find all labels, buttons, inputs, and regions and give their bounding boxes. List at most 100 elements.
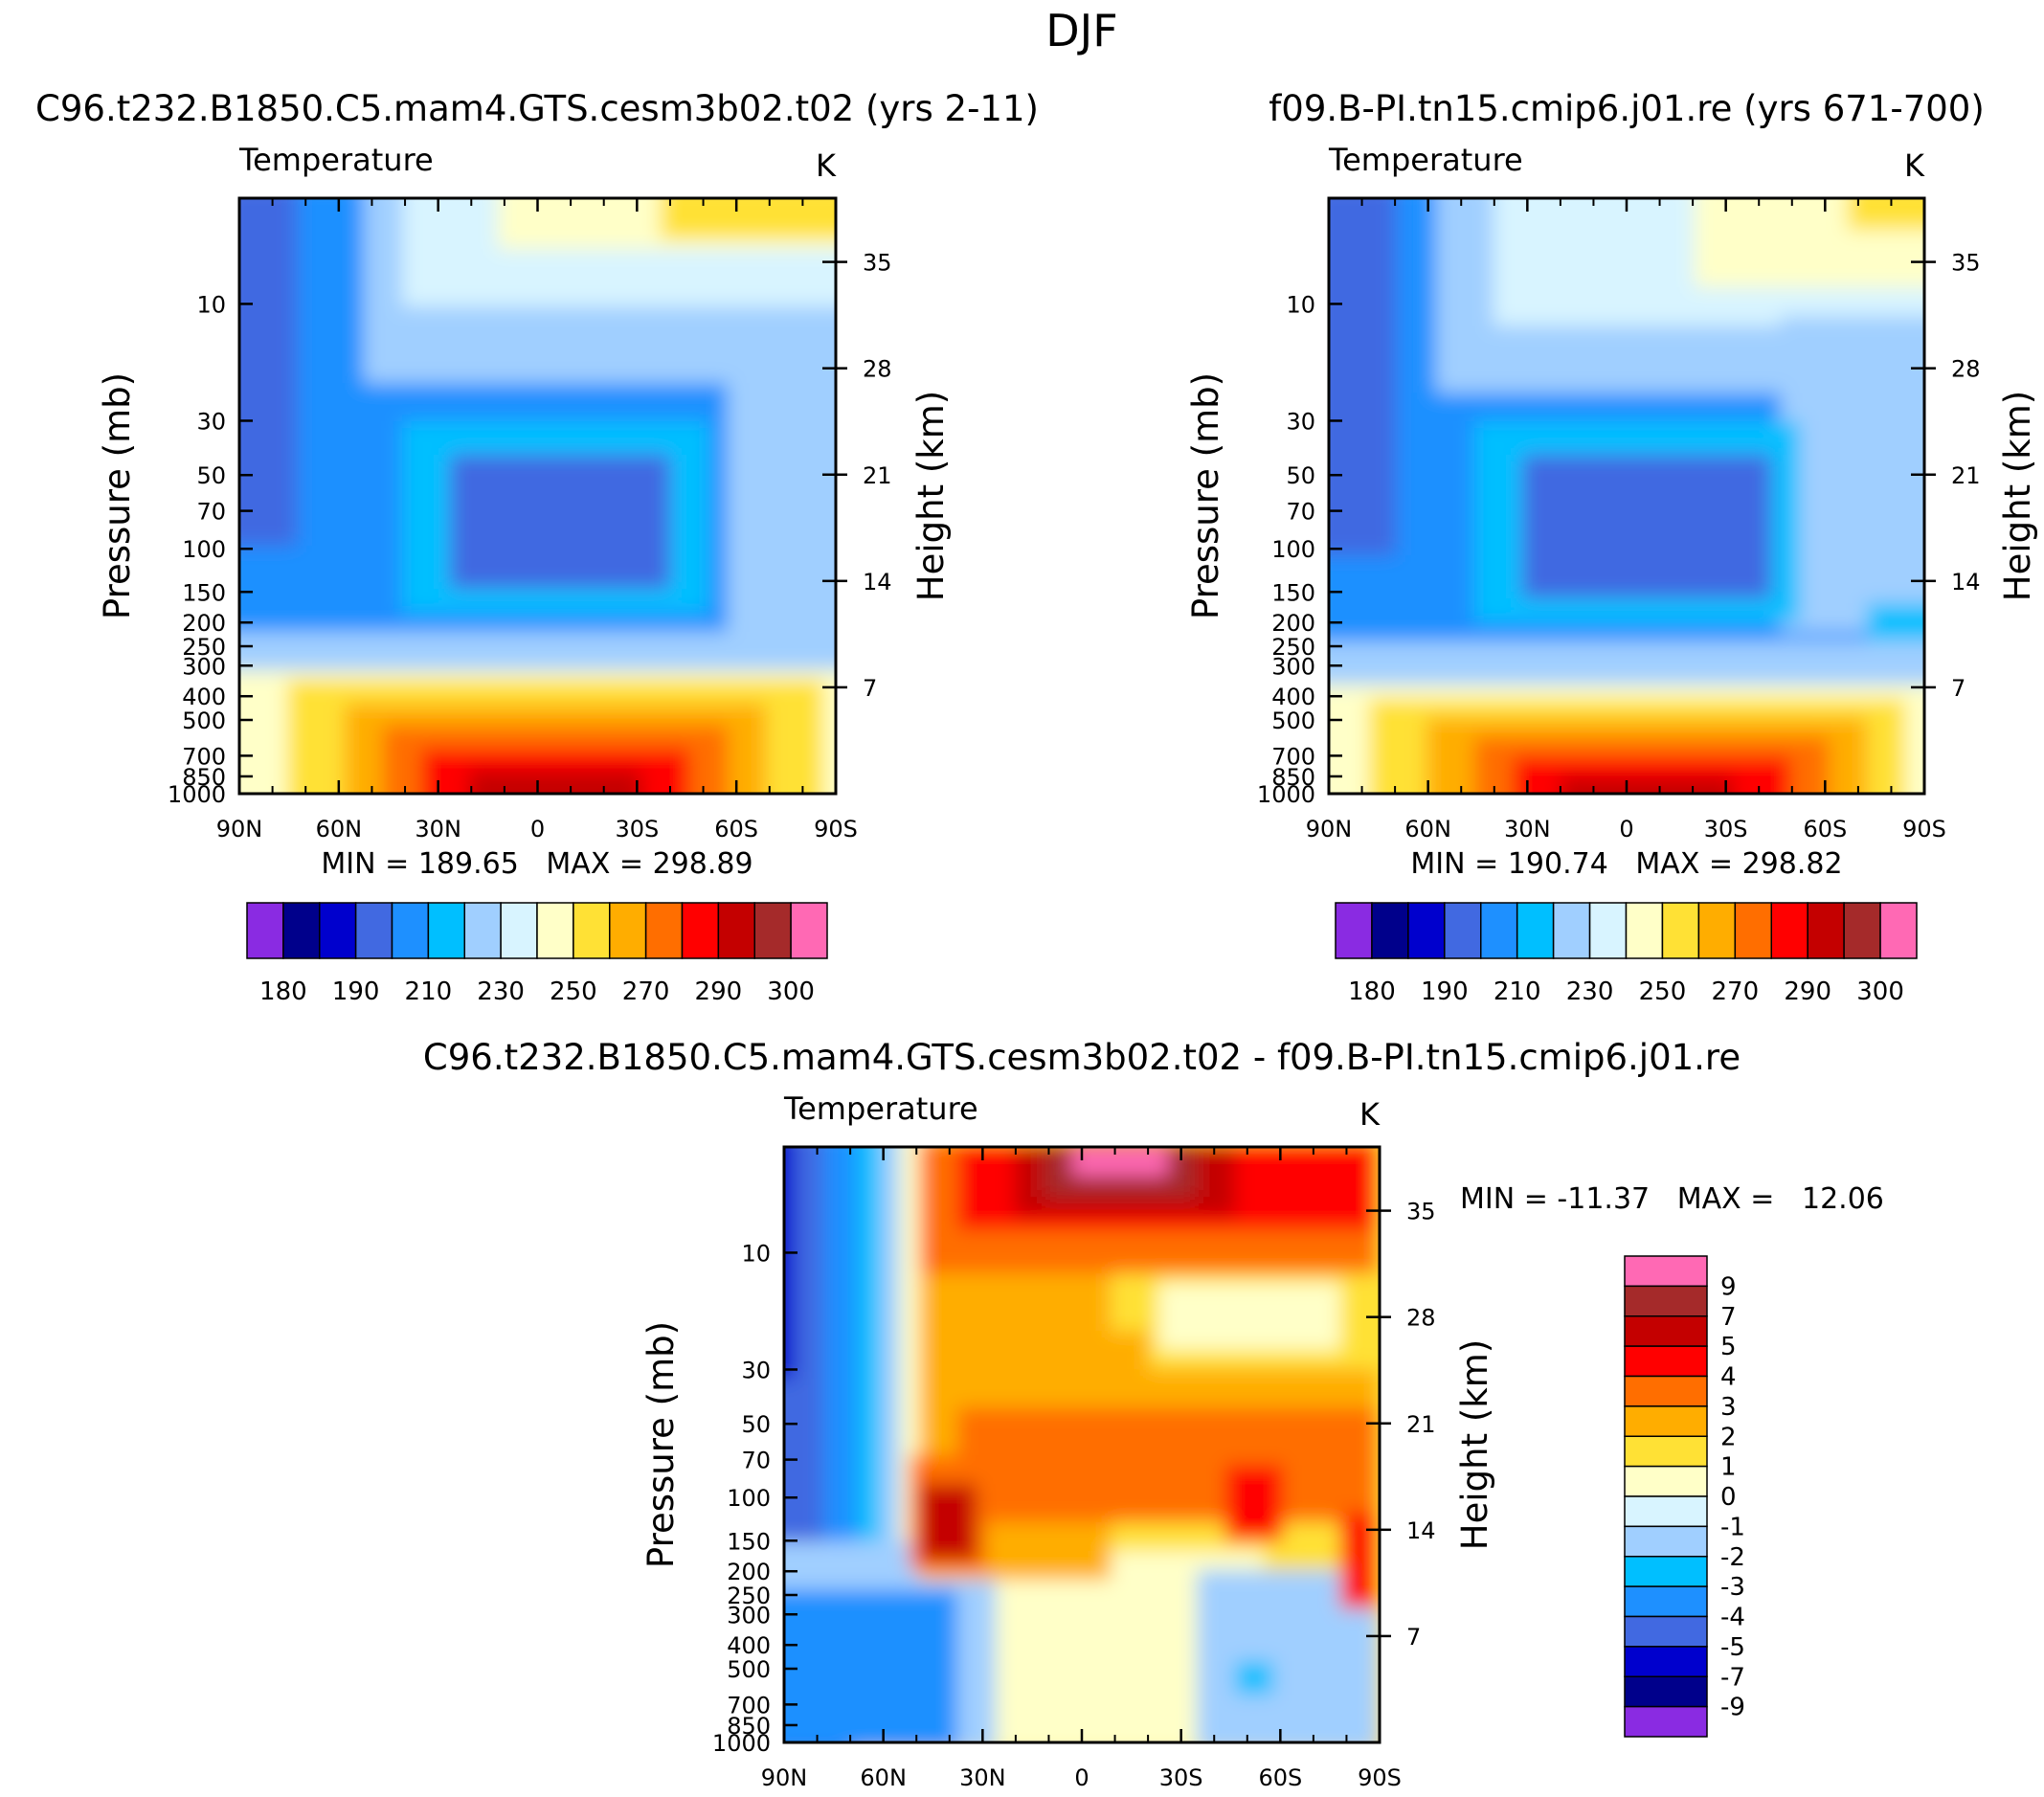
colorbar-box bbox=[1625, 1586, 1707, 1616]
colorbar-box bbox=[1771, 903, 1808, 958]
x-tick-label: 90S bbox=[1902, 816, 1946, 842]
colorbar-box bbox=[1481, 903, 1517, 958]
colorbar-label: 5 bbox=[1720, 1333, 1737, 1361]
panel-1-ylabel: Pressure (mb) bbox=[97, 372, 138, 619]
colorbar-label: -7 bbox=[1720, 1663, 1745, 1692]
y-tick-label: 10 bbox=[1286, 291, 1315, 318]
y-tick-label: 1000 bbox=[168, 781, 226, 808]
panel-2-ylabel: Pressure (mb) bbox=[1185, 372, 1226, 619]
y-tick-label: 300 bbox=[727, 1602, 771, 1629]
x-tick-label: 0 bbox=[1074, 1764, 1089, 1791]
colorbar-label: 190 bbox=[1421, 977, 1469, 1006]
y-tick-label: 30 bbox=[741, 1357, 771, 1383]
panel-3-field bbox=[766, 1130, 1403, 1762]
colorbar-box bbox=[501, 903, 537, 958]
x-tick-label: 30N bbox=[415, 816, 461, 842]
x-tick-label: 30N bbox=[1504, 816, 1551, 842]
colorbar-box bbox=[1625, 1496, 1707, 1526]
colorbar-box bbox=[1625, 1377, 1707, 1406]
colorbar-box bbox=[428, 903, 464, 958]
panel-1: C96.t232.B1850.C5.mam4.GTS.cesm3b02.t02 … bbox=[35, 88, 1039, 1006]
panel-2-units: K bbox=[1904, 147, 1925, 184]
panel-2: f09.B-PI.tn15.cmip6.j01.re (yrs 671-700)… bbox=[1185, 88, 2038, 1006]
panel-3-stats: MIN = -11.37 MAX = 12.06 bbox=[1460, 1182, 1884, 1216]
y-tick-label: 1000 bbox=[712, 1730, 771, 1757]
colorbar-label: -2 bbox=[1720, 1543, 1745, 1572]
colorbar-box bbox=[1625, 1346, 1707, 1376]
colorbar-box bbox=[1808, 903, 1844, 958]
colorbar-box bbox=[537, 903, 573, 958]
colorbar-box bbox=[1408, 903, 1445, 958]
x-tick-label: 30S bbox=[1704, 816, 1748, 842]
y-right-tick-label: 14 bbox=[1406, 1517, 1436, 1544]
x-tick-label: 90N bbox=[1306, 816, 1353, 842]
y-tick-label: 10 bbox=[741, 1240, 771, 1267]
y-tick-label: 500 bbox=[182, 708, 226, 734]
y-tick-label: 500 bbox=[727, 1656, 771, 1683]
colorbar-box bbox=[1625, 1676, 1707, 1706]
panel-3-units: K bbox=[1359, 1096, 1381, 1133]
colorbar-box bbox=[1625, 1526, 1707, 1556]
colorbar-box bbox=[610, 903, 646, 958]
y-tick-label: 300 bbox=[1271, 653, 1315, 680]
x-tick-label: 60N bbox=[316, 816, 363, 842]
panel-3-ylabel: Pressure (mb) bbox=[640, 1321, 682, 1568]
y-right-tick-label: 7 bbox=[863, 675, 877, 702]
x-tick-label: 60S bbox=[1258, 1764, 1302, 1791]
colorbar-box bbox=[1554, 903, 1590, 958]
y-right-tick-label: 21 bbox=[1406, 1411, 1436, 1438]
panel-2-title: f09.B-PI.tn15.cmip6.j01.re (yrs 671-700) bbox=[1269, 88, 1985, 129]
x-tick-label: 30S bbox=[1159, 1764, 1203, 1791]
colorbar-box bbox=[1880, 903, 1917, 958]
colorbar-label: 230 bbox=[1566, 977, 1614, 1006]
colorbar-label: -5 bbox=[1720, 1633, 1745, 1662]
y-tick-label: 150 bbox=[1271, 579, 1315, 606]
y-tick-label: 30 bbox=[1286, 408, 1315, 435]
colorbar-box bbox=[1844, 903, 1880, 958]
colorbar-box bbox=[1372, 903, 1408, 958]
y-tick-label: 50 bbox=[196, 462, 226, 489]
colorbar-label: 180 bbox=[1348, 977, 1396, 1006]
y-right-tick-label: 14 bbox=[1951, 569, 1981, 595]
y-right-tick-label: 28 bbox=[1406, 1305, 1436, 1332]
y-tick-label: 300 bbox=[182, 653, 226, 680]
x-tick-label: 60N bbox=[1404, 816, 1451, 842]
y-tick-label: 100 bbox=[727, 1485, 771, 1512]
colorbar-label: 290 bbox=[1784, 977, 1831, 1006]
panel-1-units: K bbox=[816, 147, 837, 184]
x-tick-label: 90S bbox=[1358, 1764, 1402, 1791]
panel-3-subtitle: Temperature bbox=[783, 1090, 978, 1127]
x-tick-label: 90N bbox=[216, 816, 263, 842]
colorbar-box bbox=[718, 903, 754, 958]
colorbar-box bbox=[1625, 1256, 1707, 1286]
y-tick-label: 70 bbox=[196, 499, 226, 526]
panel-1-ylabel-right: Height (km) bbox=[910, 391, 952, 601]
colorbar-box bbox=[1625, 1316, 1707, 1346]
panel-1-stats: MIN = 189.65 MAX = 298.89 bbox=[321, 847, 752, 881]
colorbar-box bbox=[1625, 1707, 1707, 1737]
colorbar-box bbox=[1735, 903, 1771, 958]
colorbar-box bbox=[683, 903, 719, 958]
colorbar-box bbox=[646, 903, 683, 958]
page-title: DJF bbox=[1045, 5, 1117, 56]
colorbar-label: 2 bbox=[1720, 1423, 1737, 1451]
y-tick-label: 100 bbox=[1271, 536, 1315, 563]
colorbar-box bbox=[1336, 903, 1372, 958]
x-tick-label: 60S bbox=[1803, 816, 1847, 842]
colorbar-label: 270 bbox=[622, 977, 670, 1006]
colorbar-box bbox=[1698, 903, 1735, 958]
colorbar-box bbox=[1625, 1467, 1707, 1496]
panel-3-title: C96.t232.B1850.C5.mam4.GTS.cesm3b02.t02 … bbox=[423, 1037, 1741, 1078]
colorbar-box bbox=[1517, 903, 1554, 958]
y-right-tick-label: 28 bbox=[1951, 356, 1981, 383]
panel-1-colorbar: 180 190 210 230 250 270 290 300 bbox=[247, 903, 827, 1006]
x-tick-label: 30S bbox=[615, 816, 659, 842]
y-tick-label: 150 bbox=[727, 1528, 771, 1555]
colorbar-box bbox=[1625, 1406, 1707, 1436]
colorbar-box bbox=[1625, 1286, 1707, 1315]
colorbar-label: 290 bbox=[695, 977, 743, 1006]
colorbar-label: 1 bbox=[1720, 1453, 1737, 1482]
colorbar-label: 9 bbox=[1720, 1272, 1737, 1301]
colorbar-box bbox=[320, 903, 356, 958]
y-right-tick-label: 14 bbox=[863, 569, 892, 595]
